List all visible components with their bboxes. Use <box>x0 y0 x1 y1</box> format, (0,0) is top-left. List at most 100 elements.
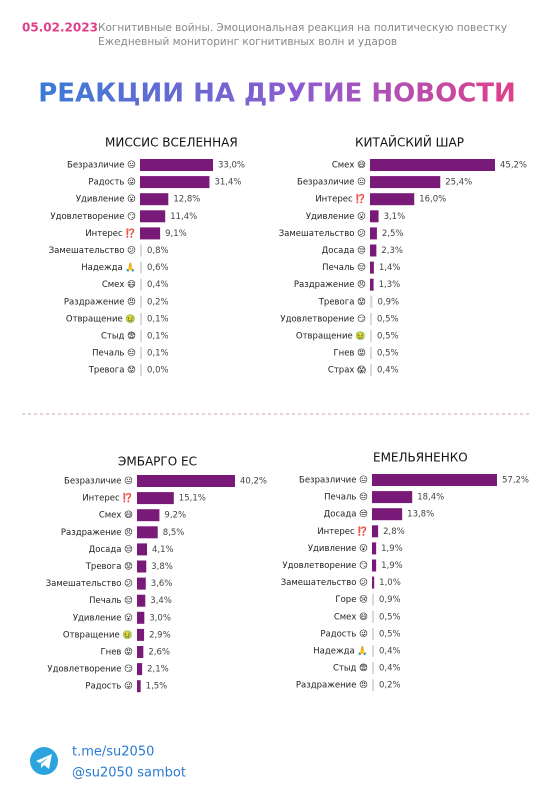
value-label: 1,9% <box>381 561 403 571</box>
bar <box>140 244 142 257</box>
category-label: Интерес ⁉️ <box>317 526 368 537</box>
category-label: Удовлетворение 😏 <box>280 314 366 324</box>
value-label: 0,9% <box>379 595 401 605</box>
category-label: Интерес ⁉️ <box>85 228 136 239</box>
bar <box>372 559 377 572</box>
bar <box>370 278 374 291</box>
value-label: 15,1% <box>179 494 206 504</box>
category-label: Удивление 😮 <box>308 544 368 554</box>
category-label: Интерес ⁉️ <box>315 194 366 205</box>
value-label: 3,0% <box>149 613 171 623</box>
bar <box>372 662 374 675</box>
value-label: 13,8% <box>407 510 434 520</box>
value-label: 2,5% <box>382 229 404 239</box>
bar <box>140 176 210 189</box>
value-label: 0,4% <box>377 366 399 376</box>
value-label: 2,8% <box>383 527 405 537</box>
category-label: Замешательство 😕 <box>46 579 133 589</box>
category-label: Безразличие 😐 <box>67 161 136 171</box>
category-label: Удивление 😮 <box>306 212 366 222</box>
subtitle: Когнитивные войны. Эмоциональная реакция… <box>98 22 507 34</box>
chart-title: ЭМБАРГО ЕС <box>118 455 197 469</box>
category-label: Радость 😜 <box>88 178 136 188</box>
category-label: Гнев 😡 <box>100 648 133 658</box>
value-label: 25,4% <box>445 178 472 188</box>
value-label: 0,2% <box>147 297 169 307</box>
bar <box>370 312 372 325</box>
category-label: Безразличие 😐 <box>299 476 368 486</box>
chart-title: ЕМЕЛЬЯНЕНКО <box>373 451 468 465</box>
bar <box>370 244 377 257</box>
value-label: 0,6% <box>147 263 169 273</box>
category-label: Замешательство 😕 <box>279 229 366 239</box>
value-label: 0,5% <box>377 332 399 342</box>
category-label: Страх 😱 <box>328 366 366 376</box>
bar <box>137 594 146 607</box>
footer-link[interactable]: t.me/su2050 <box>72 745 154 760</box>
bar <box>140 227 161 240</box>
value-label: 0,0% <box>147 366 169 376</box>
telegram-plane <box>36 754 52 769</box>
bar <box>370 261 374 274</box>
category-label: Досада 😒 <box>324 510 368 520</box>
bar <box>140 347 142 360</box>
category-label: Раздражение 😠 <box>61 528 133 538</box>
value-label: 2,6% <box>148 648 170 658</box>
bar <box>140 193 169 206</box>
category-label: Печаль 😔 <box>322 263 366 273</box>
category-label: Стыд 😨 <box>333 664 368 674</box>
bar <box>372 645 374 657</box>
category-label: Радость 😜 <box>85 682 133 692</box>
value-label: 8,5% <box>163 528 185 538</box>
bar <box>370 193 415 206</box>
category-label: Отвращение 🤢 <box>63 629 133 640</box>
bar <box>137 509 160 522</box>
bar <box>370 347 372 360</box>
bar <box>140 364 142 377</box>
bar <box>372 542 377 555</box>
telegram-icon <box>30 747 58 775</box>
category-label: Удовлетворение 😏 <box>50 212 136 222</box>
category-label: Удовлетворение 😏 <box>47 665 133 675</box>
bar <box>370 210 379 223</box>
category-label: Горе 😢 <box>335 595 368 605</box>
category-label: Безразличие 😐 <box>297 178 366 188</box>
category-label: Безразличие 😐 <box>64 477 133 487</box>
bar <box>370 176 441 189</box>
bar <box>137 646 144 658</box>
value-label: 33,0% <box>218 161 245 171</box>
value-label: 40,2% <box>240 477 267 487</box>
date: 05.02.2023 <box>22 21 98 35</box>
category-label: Удовлетворение 😏 <box>282 561 368 571</box>
category-label: Раздражение 😠 <box>294 280 366 290</box>
bar <box>137 526 158 539</box>
value-label: 0,8% <box>147 246 169 256</box>
bar <box>370 330 372 342</box>
bar <box>372 474 497 486</box>
value-label: 1,5% <box>146 682 168 692</box>
value-label: 0,4% <box>147 280 169 290</box>
value-label: 3,6% <box>151 579 173 589</box>
value-label: 0,1% <box>147 314 169 324</box>
value-label: 18,4% <box>417 493 444 503</box>
bar <box>137 492 174 505</box>
bar <box>372 610 374 623</box>
value-label: 0,5% <box>379 612 401 622</box>
category-label: Тревога 😟 <box>88 366 136 376</box>
chart-title: КИТАЙСКИЙ ШАР <box>355 135 464 150</box>
bar <box>372 679 374 692</box>
bar <box>137 611 145 624</box>
bar <box>372 627 374 640</box>
category-label: Замешательство 😕 <box>49 246 136 256</box>
category-label: Досада 😒 <box>89 545 133 555</box>
category-label: Печаль 😔 <box>324 493 368 503</box>
bar <box>140 261 142 274</box>
footer-bot[interactable]: @su2050 sambot <box>72 766 186 781</box>
value-label: 0,5% <box>377 314 399 324</box>
category-label: Отвращение 🤢 <box>66 313 136 324</box>
value-label: 0,2% <box>379 681 401 691</box>
bar <box>372 508 403 521</box>
category-label: Смех 😄 <box>334 612 368 622</box>
category-label: Отвращение 🤢 <box>296 331 366 342</box>
